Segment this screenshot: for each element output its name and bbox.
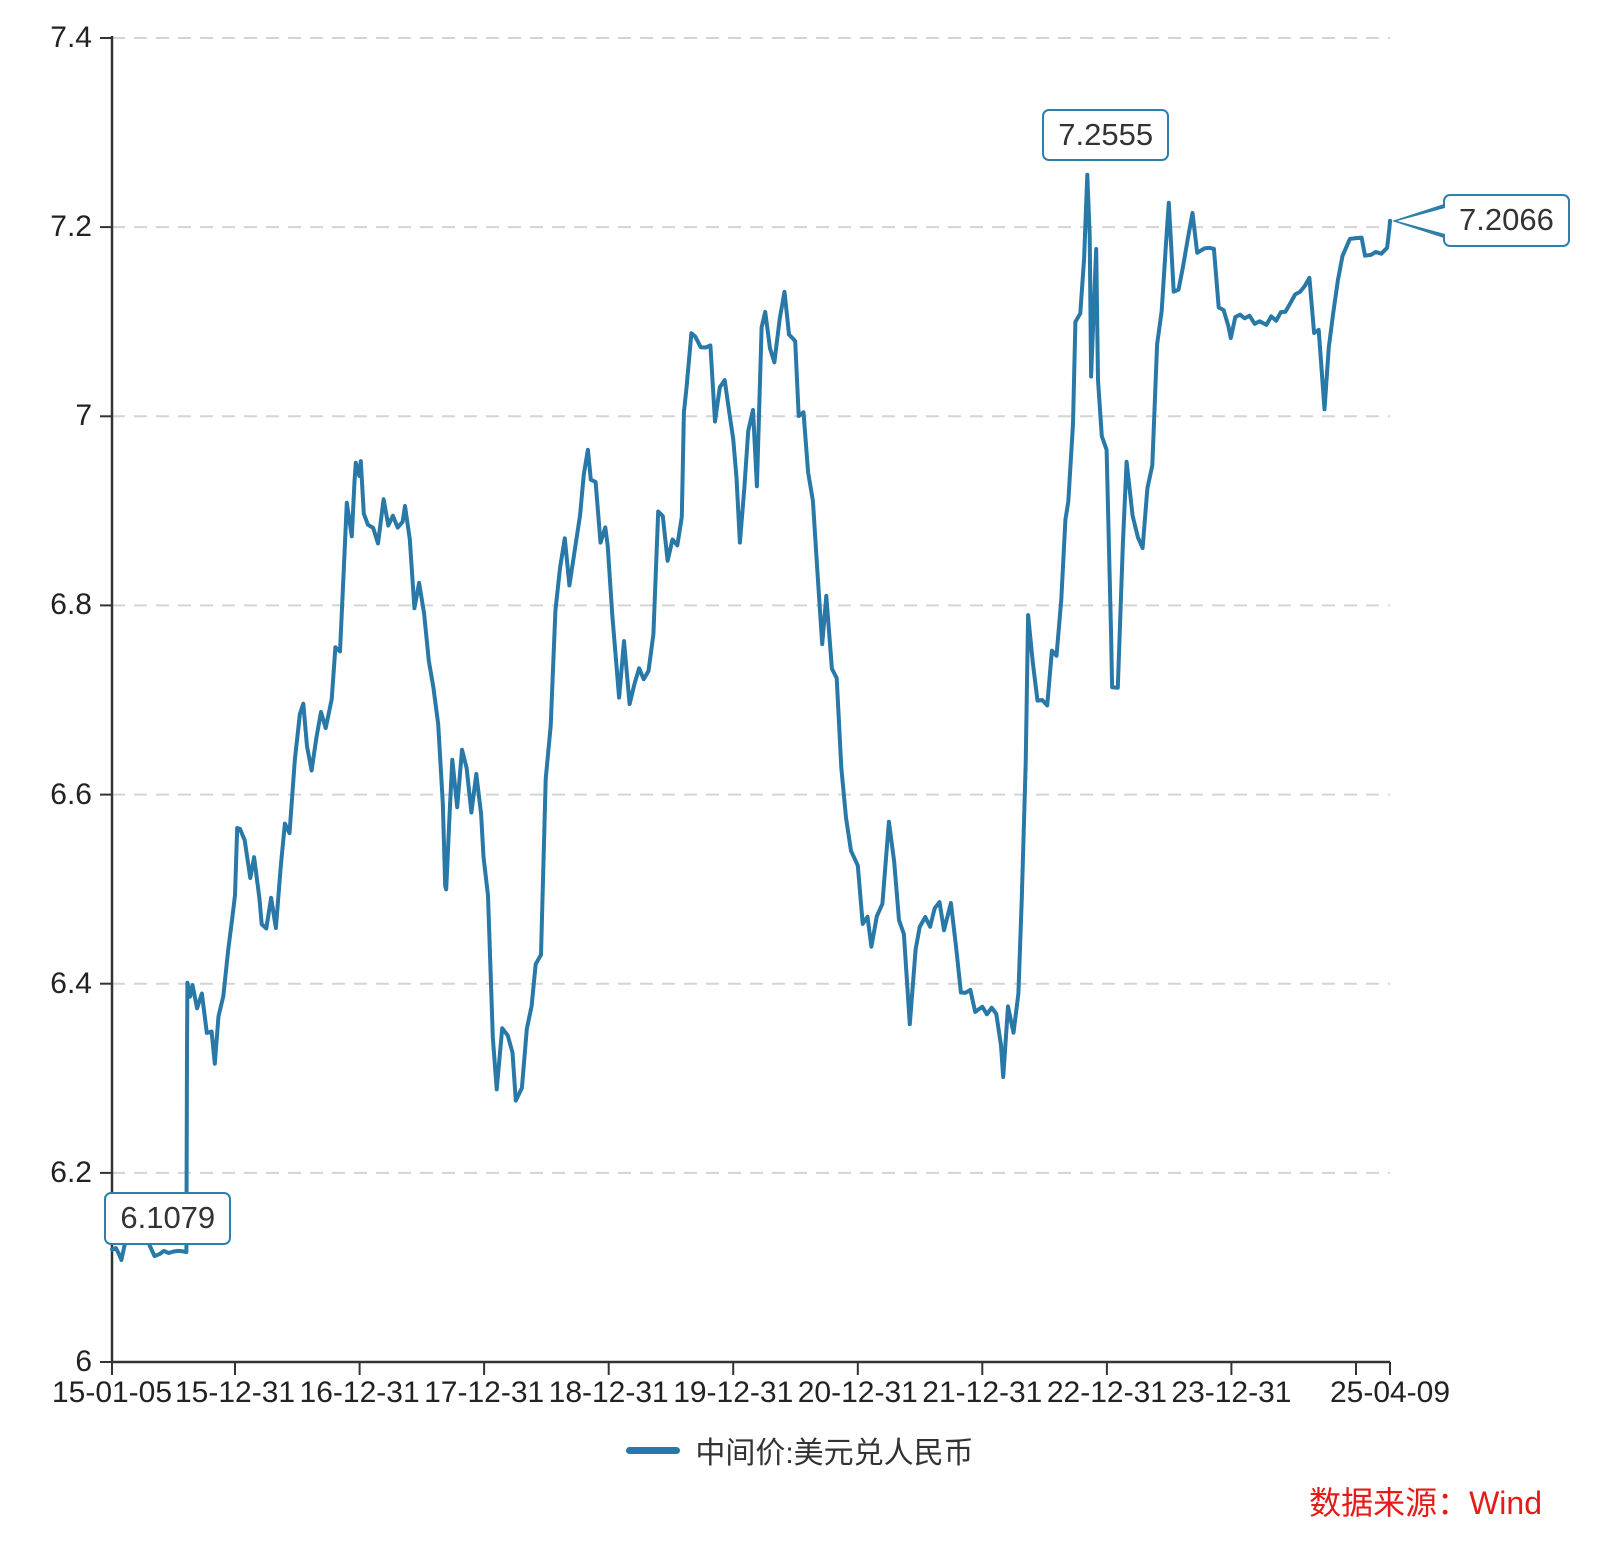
x-axis-tick-label: 17-12-31 — [424, 1376, 545, 1409]
annotation-peak-value: 7.2555 — [1042, 108, 1170, 162]
x-axis-tick-label: 20-12-31 — [797, 1376, 918, 1409]
legend: 中间价:美元兑人民币 — [0, 1428, 1600, 1472]
y-axis-tick-label: 7.4 — [50, 21, 92, 54]
annotation-latest-value: 7.2066 — [1443, 193, 1570, 247]
x-axis-tick-label: 16-12-31 — [299, 1376, 420, 1409]
x-axis-tick-label: 18-12-31 — [548, 1376, 669, 1409]
y-axis-tick-label: 6.8 — [50, 588, 92, 622]
y-axis-tick-label: 7 — [75, 399, 92, 433]
annotation-latest-label: 7.2066 — [1459, 201, 1554, 237]
callout-tail-fill-icon — [1397, 207, 1445, 234]
x-axis-tick-label: 25-04-09 — [1329, 1376, 1451, 1409]
legend-series-label[interactable]: 中间价:美元兑人民币 — [695, 1437, 974, 1470]
y-axis-tick-label: 6.2 — [50, 1155, 92, 1189]
annotation-min-label: 6.1079 — [120, 1199, 216, 1235]
x-axis-tick-label: 21-12-31 — [922, 1376, 1043, 1409]
data-source-note: 数据来源：Wind — [1309, 1485, 1542, 1521]
x-axis-tick-label: 23-12-31 — [1171, 1376, 1292, 1409]
legend-line-swatch-icon[interactable] — [626, 1446, 681, 1454]
series-line[interactable] — [110, 172, 1392, 1262]
annotation-min-value: 6.1079 — [104, 1191, 232, 1245]
annotation-peak-label: 7.2555 — [1058, 116, 1154, 152]
y-axis-tick-label: 6 — [75, 1345, 92, 1378]
x-axis-tick-label: 15-12-31 — [174, 1376, 296, 1409]
x-axis-tick-label: 19-12-31 — [673, 1376, 794, 1409]
y-axis-tick-label: 6.4 — [50, 966, 92, 1000]
y-axis-tick-label: 7.2 — [50, 210, 92, 244]
x-axis-tick-label: 22-12-31 — [1046, 1376, 1167, 1409]
y-axis-tick-label: 6.6 — [50, 777, 92, 811]
x-axis-tick-label: 15-01-05 — [51, 1376, 173, 1409]
